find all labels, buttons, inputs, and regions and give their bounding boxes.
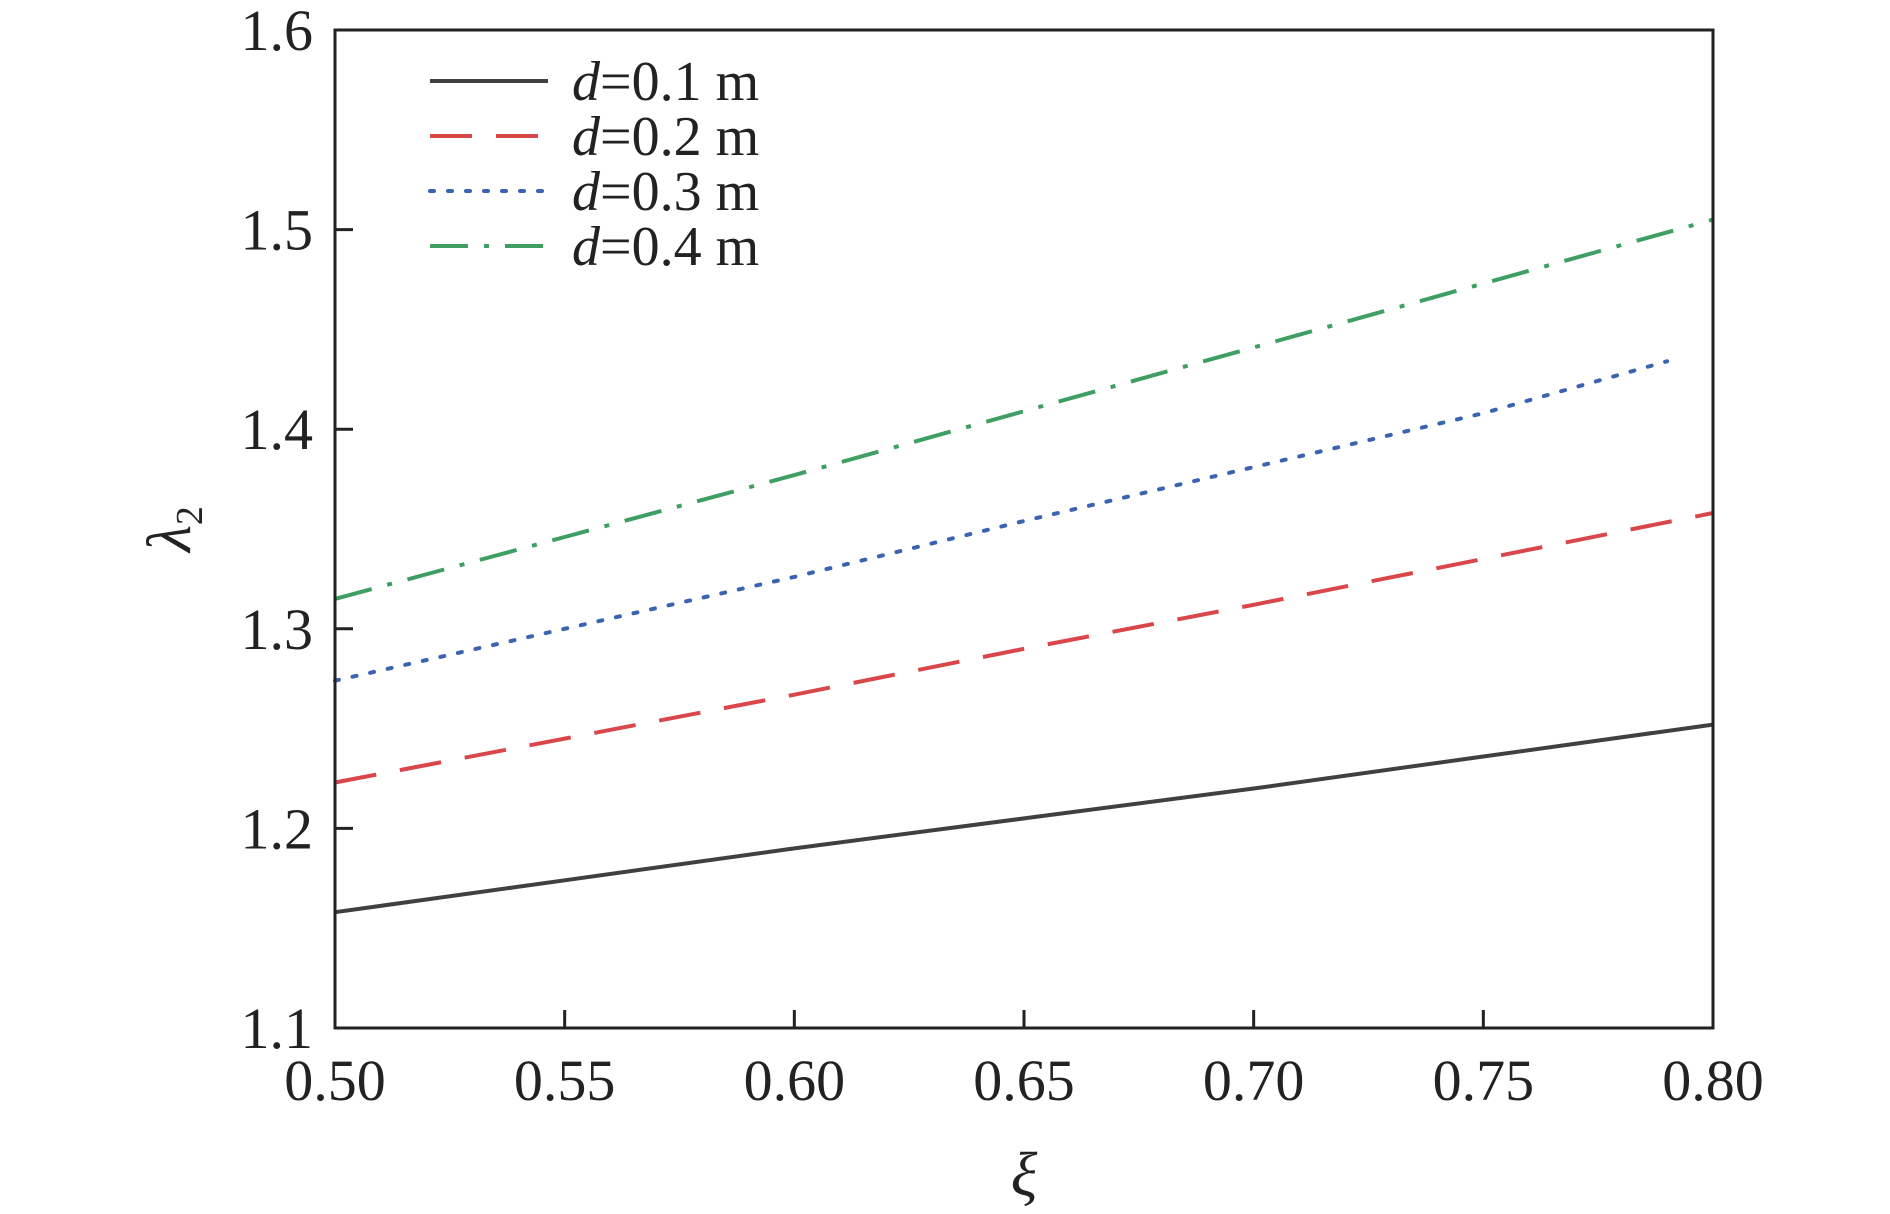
x-tick-label: 0.80: [1662, 1048, 1764, 1113]
series-line-3: [333, 359, 1670, 683]
legend-value: =0.3 m: [600, 161, 759, 223]
x-axis: 0.50 0.55 0.60 0.65 0.70 0.75 0.80: [284, 1010, 1764, 1113]
series-line-1: [334, 722, 1714, 915]
legend: d=0.1 md=0.2 md=0.3 md=0.4 m: [428, 51, 759, 278]
x-tick-label: 0.70: [1203, 1048, 1305, 1113]
y-axis-title: λ2: [136, 506, 211, 554]
legend-label-2: d=0.2 m: [572, 106, 759, 168]
y-tick-label: 1.1: [241, 996, 314, 1061]
legend-var: d: [572, 216, 601, 278]
y-axis-title-symbol: λ: [136, 525, 204, 554]
plot-frame: [333, 28, 1715, 1030]
legend-value: =0.1 m: [600, 51, 759, 113]
x-axis-title: ξ: [1011, 1141, 1038, 1209]
series-line-2: [334, 511, 1714, 785]
legend-var: d: [572, 106, 601, 168]
y-tick-label: 1.6: [241, 0, 314, 63]
legend-label-3: d=0.3 m: [572, 161, 759, 223]
legend-label-1: d=0.1 m: [572, 51, 759, 113]
x-tick-label: 0.65: [973, 1048, 1075, 1113]
x-tick-label: 0.75: [1433, 1048, 1535, 1113]
legend-value: =0.4 m: [600, 216, 759, 278]
y-axis-title-subscript: 2: [169, 506, 211, 525]
series-layer: [333, 217, 1714, 915]
y-tick-label: 1.2: [241, 796, 314, 861]
y-tick-label: 1.4: [241, 397, 314, 462]
y-tick-label: 1.5: [241, 198, 314, 263]
legend-label-4: d=0.4 m: [572, 216, 759, 278]
y-axis: 1.1 1.2 1.3 1.4 1.5 1.6: [241, 0, 353, 1061]
x-tick-label: 0.55: [514, 1048, 616, 1113]
legend-var: d: [572, 51, 601, 113]
series-line-4: [334, 217, 1714, 601]
legend-value: =0.2 m: [600, 106, 759, 168]
x-tick-label: 0.50: [284, 1048, 386, 1113]
x-tick-label: 0.60: [744, 1048, 846, 1113]
legend-var: d: [572, 161, 601, 223]
y-tick-label: 1.3: [241, 597, 314, 662]
